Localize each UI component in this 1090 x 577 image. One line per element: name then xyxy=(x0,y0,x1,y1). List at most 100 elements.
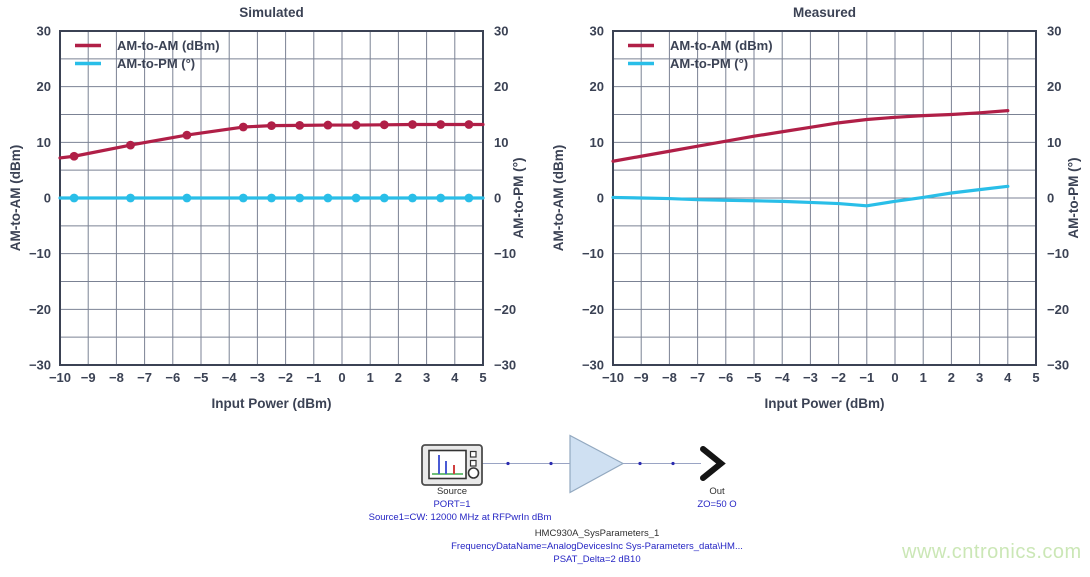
series-am-to-pm xyxy=(611,184,1010,208)
source-instrument-icon xyxy=(421,444,483,486)
svg-text:−20: −20 xyxy=(494,302,516,317)
svg-text:2: 2 xyxy=(395,370,402,385)
amplifier-icon xyxy=(569,434,625,494)
svg-text:10: 10 xyxy=(590,135,604,150)
svg-text:−3: −3 xyxy=(250,370,265,385)
svg-text:−6: −6 xyxy=(165,370,180,385)
svg-text:0: 0 xyxy=(1047,191,1054,206)
svg-text:−30: −30 xyxy=(1047,358,1069,373)
x-tick-labels: −10 −9 −8 −7 −6 −5 −4 −3 −2 −1 0 1 2 3 4 5 xyxy=(49,370,487,385)
svg-text:−1: −1 xyxy=(306,370,321,385)
svg-text:−5: −5 xyxy=(194,370,209,385)
svg-text:−30: −30 xyxy=(29,358,51,373)
svg-text:0: 0 xyxy=(891,370,898,385)
series-am-to-pm xyxy=(58,193,485,203)
svg-text:−7: −7 xyxy=(690,370,705,385)
svg-text:30: 30 xyxy=(1047,24,1061,39)
out-port-icon xyxy=(700,446,726,481)
x-axis-label: Input Power (dBm) xyxy=(212,396,332,411)
svg-text:−5: −5 xyxy=(747,370,762,385)
svg-text:10: 10 xyxy=(1047,135,1061,150)
source-port-label: PORT=1 xyxy=(433,499,471,510)
svg-text:0: 0 xyxy=(338,370,345,385)
svg-text:5: 5 xyxy=(1032,370,1039,385)
svg-text:−8: −8 xyxy=(662,370,677,385)
legend-label-1: AM-to-PM (°) xyxy=(670,56,748,71)
svg-text:0: 0 xyxy=(44,191,51,206)
signal-wire-output xyxy=(623,461,701,466)
svg-text:−30: −30 xyxy=(582,358,604,373)
series-am-to-am xyxy=(58,120,485,161)
svg-text:4: 4 xyxy=(451,370,459,385)
out-impedance-label: ZO=50 O xyxy=(697,499,737,510)
out-label: Out xyxy=(709,486,725,497)
amplifier-name-label: HMC930A_SysParameters_1 xyxy=(534,528,660,539)
svg-text:4: 4 xyxy=(1004,370,1012,385)
source-label: Source xyxy=(436,486,468,497)
svg-text:30: 30 xyxy=(494,24,508,39)
svg-text:20: 20 xyxy=(1047,79,1061,94)
svg-text:−2: −2 xyxy=(278,370,293,385)
svg-text:0: 0 xyxy=(494,191,501,206)
svg-text:−10: −10 xyxy=(494,246,516,261)
amplifier-psat-delta-label: PSAT_Delta=2 dB10 xyxy=(553,554,641,565)
schematic-diagram xyxy=(421,434,726,494)
svg-text:1: 1 xyxy=(367,370,374,385)
svg-text:−7: −7 xyxy=(137,370,152,385)
legend-label-1: AM-to-PM (°) xyxy=(117,56,195,71)
svg-text:2: 2 xyxy=(948,370,955,385)
svg-text:−4: −4 xyxy=(222,370,238,385)
svg-text:−10: −10 xyxy=(602,370,624,385)
svg-text:10: 10 xyxy=(37,135,51,150)
svg-text:10: 10 xyxy=(494,135,508,150)
svg-text:3: 3 xyxy=(976,370,983,385)
svg-text:−20: −20 xyxy=(1047,302,1069,317)
source-parameter-label: Source1=CW: 12000 MHz at RFPwrIn dBm xyxy=(368,512,552,523)
svg-text:−1: −1 xyxy=(859,370,874,385)
svg-text:20: 20 xyxy=(590,79,604,94)
chart-title: Simulated xyxy=(239,5,304,20)
chart-title: Measured xyxy=(793,5,856,20)
svg-text:−8: −8 xyxy=(109,370,124,385)
svg-text:30: 30 xyxy=(37,24,51,39)
svg-text:−6: −6 xyxy=(718,370,733,385)
svg-text:−10: −10 xyxy=(582,246,604,261)
svg-text:−2: −2 xyxy=(831,370,846,385)
svg-text:−4: −4 xyxy=(775,370,791,385)
series-am-to-am xyxy=(611,109,1010,163)
chart-measured: −10 −9 −8 −7 −6 −5 −4 −3 −2 −1 0 1 2 3 4 5−30 −30−20 −20−… xyxy=(551,5,1081,411)
legend: AM-to-AM (dBm) AM-to-PM (°) xyxy=(75,38,220,71)
y-tick-labels: −30 −30 −20 −20 −10 −10 0 0 10 10 20 20 30 30 xyxy=(29,24,516,373)
svg-text:20: 20 xyxy=(494,79,508,94)
legend-label-0: AM-to-AM (dBm) xyxy=(117,38,220,53)
svg-text:−3: −3 xyxy=(803,370,818,385)
svg-text:−20: −20 xyxy=(29,302,51,317)
svg-text:5: 5 xyxy=(479,370,486,385)
x-tick-labels: −10 −9 −8 −7 −6 −5 −4 −3 −2 −1 0 1 2 3 4 5 xyxy=(602,370,1040,385)
y-axis-label-left: AM-to-AM (dBm) xyxy=(551,145,566,251)
svg-text:−20: −20 xyxy=(582,302,604,317)
amplifier-frequency-data-label: FrequencyDataName=AnalogDevicesInc Sys-P… xyxy=(451,541,743,552)
svg-text:20: 20 xyxy=(37,79,51,94)
svg-text:−9: −9 xyxy=(634,370,649,385)
x-axis-label: Input Power (dBm) xyxy=(765,396,885,411)
knob-icon xyxy=(467,467,480,479)
svg-text:−30: −30 xyxy=(494,358,516,373)
svg-text:1: 1 xyxy=(920,370,927,385)
y-axis-label-right: AM-to-PM (°) xyxy=(511,157,526,238)
svg-text:−10: −10 xyxy=(29,246,51,261)
svg-text:30: 30 xyxy=(590,24,604,39)
svg-text:−10: −10 xyxy=(1047,246,1069,261)
svg-text:−9: −9 xyxy=(81,370,96,385)
y-tick-labels: −30 −30 −20 −20 −10 −10 0 0 10 10 20 20 30 30 xyxy=(582,24,1069,373)
y-axis-label-left: AM-to-AM (dBm) xyxy=(8,145,23,251)
svg-text:0: 0 xyxy=(597,191,604,206)
svg-text:3: 3 xyxy=(423,370,430,385)
y-axis-label-right: AM-to-PM (°) xyxy=(1066,157,1081,238)
svg-text:−10: −10 xyxy=(49,370,71,385)
legend: AM-to-AM (dBm) AM-to-PM (°) xyxy=(628,38,773,71)
legend-label-0: AM-to-AM (dBm) xyxy=(670,38,773,53)
watermark: www.cntronics.com xyxy=(902,541,1082,563)
signal-wire-input xyxy=(482,461,570,466)
